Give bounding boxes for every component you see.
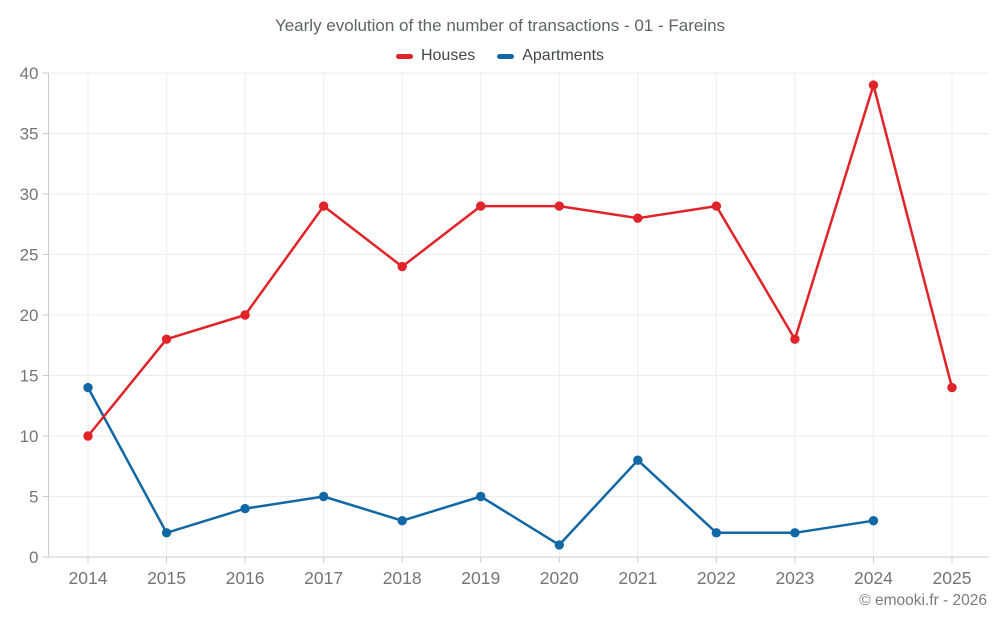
apartments-point[interactable] [790,528,800,538]
y-tick-label: 25 [20,246,39,265]
x-tick-label: 2020 [540,568,579,588]
apartments-legend-label: Apartments [522,47,605,64]
houses-point[interactable] [161,334,172,344]
x-tick-label: 2016 [226,568,265,588]
houses-point[interactable] [397,261,407,272]
apartments-point[interactable] [161,528,172,538]
y-tick-label: 15 [20,367,39,386]
houses-point[interactable] [476,201,486,211]
legend-item-houses[interactable]: Houses [395,47,476,65]
houses-point[interactable] [868,80,879,90]
copyright: © emooki.fr - 2026 [859,592,987,609]
x-tick-label: 2021 [618,568,657,588]
apartments-point[interactable] [397,516,407,526]
apartments-point[interactable] [83,382,93,393]
legend: Houses Apartments [0,47,1000,65]
apartments-legend-swatch-icon [497,53,515,59]
y-tick-label: 40 [20,64,39,83]
apartments-point[interactable] [240,503,250,514]
y-tick-label: 10 [20,427,39,446]
houses-point[interactable] [83,431,93,441]
y-tick-label: 0 [29,548,38,567]
houses-legend-swatch-icon [395,53,413,59]
x-tick-label: 2014 [69,568,108,588]
legend-item-apartments[interactable]: Apartments [497,47,604,65]
apartments-point[interactable] [633,455,643,465]
y-tick-label: 5 [29,488,38,507]
x-tick-label: 2015 [147,568,186,588]
y-tick-label: 30 [20,185,39,204]
x-tick-label: 2023 [775,568,814,588]
houses-line [86,83,954,438]
houses-point[interactable] [240,310,250,320]
apartments-point[interactable] [318,491,329,502]
apartments-point[interactable] [711,528,722,538]
x-tick-label: 2018 [383,568,422,588]
houses-point[interactable] [554,201,564,211]
apartments-point[interactable] [476,491,486,502]
chart-title: Yearly evolution of the number of transa… [274,16,726,35]
houses-point[interactable] [633,213,643,223]
y-tick-label: 20 [20,306,39,325]
houses-legend-label: Houses [420,47,476,64]
x-tick-label: 2025 [933,568,972,588]
apartments-point[interactable] [554,540,564,550]
houses-point[interactable] [947,382,957,393]
x-tick-label: 2022 [697,568,736,588]
x-tick-label: 2019 [461,568,500,588]
x-tick-label: 2024 [854,568,893,588]
houses-point[interactable] [318,201,329,211]
houses-point[interactable] [711,201,722,211]
houses-point[interactable] [790,334,800,344]
apartments-point[interactable] [868,516,879,526]
x-tick-label: 2017 [304,568,343,588]
y-tick-label: 35 [20,125,39,144]
